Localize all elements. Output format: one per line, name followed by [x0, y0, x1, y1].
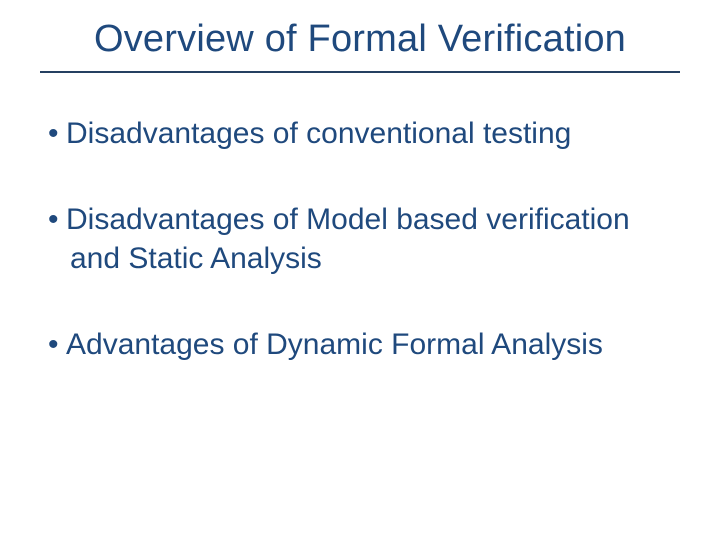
bullet-text: Disadvantages of Model based verificatio…	[66, 203, 630, 274]
bullet-marker-icon: •	[48, 115, 66, 153]
bullet-marker-icon: •	[48, 326, 66, 364]
bullet-marker-icon: •	[48, 201, 66, 239]
bullet-item: •Disadvantages of Model based verificati…	[48, 201, 676, 278]
slide-title: Overview of Formal Verification	[40, 18, 680, 61]
bullet-list: •Disadvantages of conventional testing •…	[40, 115, 680, 365]
bullet-item: •Advantages of Dynamic Formal Analysis	[48, 326, 676, 364]
slide: Overview of Formal Verification •Disadva…	[0, 0, 720, 540]
bullet-text: Disadvantages of conventional testing	[66, 117, 571, 150]
bullet-text: Advantages of Dynamic Formal Analysis	[66, 328, 603, 361]
bullet-item: •Disadvantages of conventional testing	[48, 115, 676, 153]
title-underline	[40, 71, 680, 73]
